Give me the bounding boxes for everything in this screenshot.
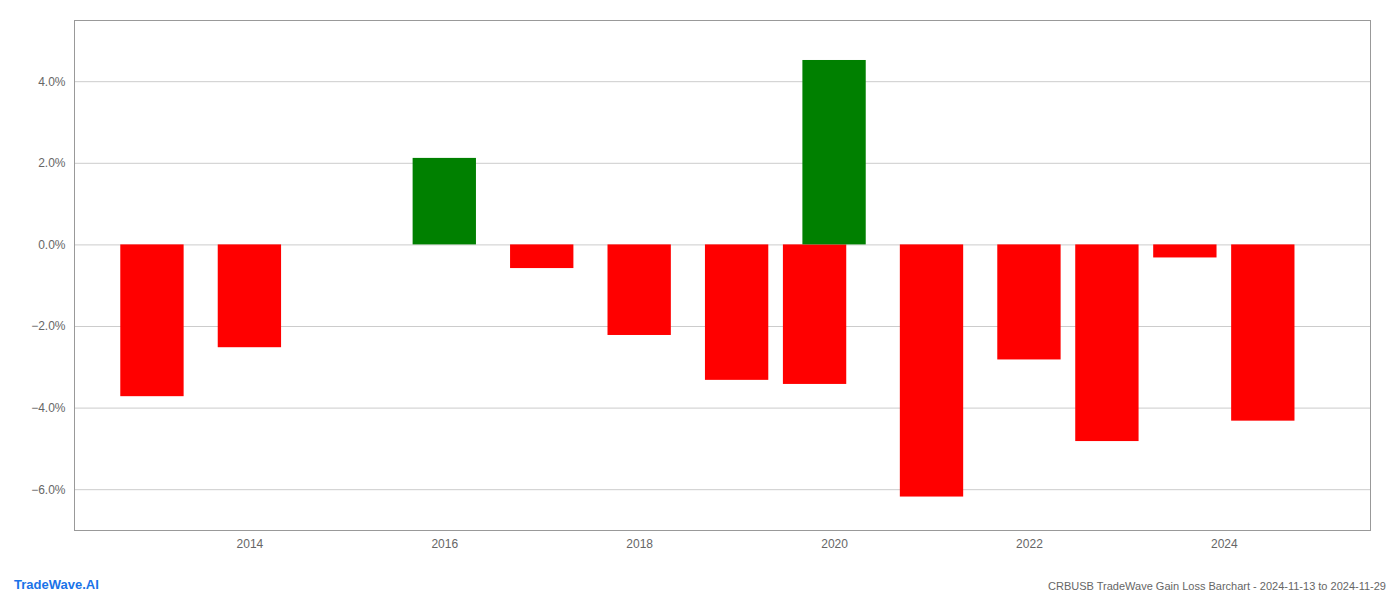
svg-text:2014: 2014 <box>237 537 264 551</box>
svg-text:−6.0%: −6.0% <box>31 483 66 497</box>
svg-text:2024: 2024 <box>1211 537 1238 551</box>
svg-text:2020: 2020 <box>821 537 848 551</box>
svg-text:4.0%: 4.0% <box>38 75 66 89</box>
svg-text:2022: 2022 <box>1016 537 1043 551</box>
html-text:TradeWave.AI: TradeWave.AI <box>14 577 99 592</box>
svg-text:2.0%: 2.0% <box>38 156 66 170</box>
svg-text:−4.0%: −4.0% <box>31 401 66 415</box>
html-text:CRBUSB TradeWave Gain Loss Bar: CRBUSB TradeWave Gain Loss Barchart - 20… <box>1048 580 1386 592</box>
svg-text:0.0%: 0.0% <box>38 238 66 252</box>
svg-text:−2.0%: −2.0% <box>31 319 66 333</box>
svg-text:2016: 2016 <box>431 537 458 551</box>
svg-text:2018: 2018 <box>626 537 653 551</box>
